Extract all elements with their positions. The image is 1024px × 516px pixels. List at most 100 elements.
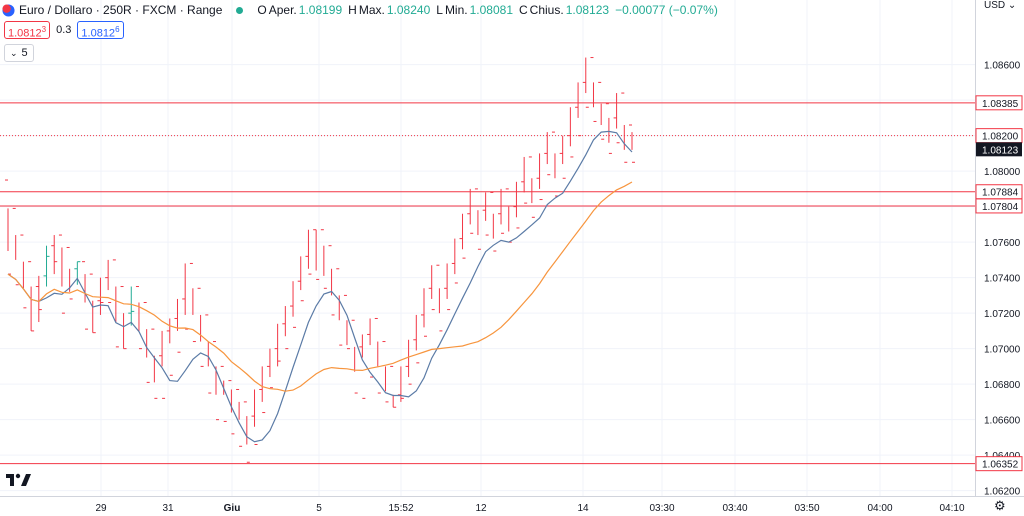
fast-ma-line [7,130,633,443]
price-levels [0,102,975,465]
price-tick-label: 1.08000 [984,167,1021,178]
currency-selector[interactable]: USD ⌄ [984,0,1016,11]
ohlc-bar [613,93,620,144]
ohlc-bar [313,229,320,280]
time-tick-label: 5 [316,503,322,514]
symbol-title[interactable]: Euro / Dollaro · 250R · FXCM · Range [19,3,223,17]
ohlc-bar [490,191,497,252]
ohlc-bar [135,286,142,350]
ohlc-bar [390,365,397,408]
ohlc-bar [20,234,27,309]
ohlc-bar [413,314,420,364]
time-axis[interactable]: 29 31 Giu 5 15:52 12 14 03:30 03:40 03:50 04:00 04:… [95,503,965,514]
time-tick-label: Giu [224,503,241,514]
ohlc-bar [536,153,543,201]
ohlc-bar [382,341,389,403]
buy-price-sup: 6 [115,25,120,34]
ohlc-bar [97,277,104,315]
ohlc-bar [421,288,427,337]
ohlc-bar [482,192,489,236]
buy-price: 1.0812 [81,27,116,40]
indicator-toggle[interactable]: ⌄ 5 [4,44,34,62]
ohlc-bar [166,318,173,376]
ohlc-bars [5,57,635,463]
time-tick-label: 03:50 [794,503,819,514]
ohlc-bar [498,188,505,234]
ohlc-bar [236,388,243,447]
ohlc-bar [266,348,273,389]
ohlc-bar [351,319,358,394]
ohlc-bar [621,92,628,163]
price-level-label: 1.07804 [982,202,1019,213]
spread-value: 0.3 [56,24,72,36]
ohlc-bar [120,286,127,350]
ohlc-bar [513,181,520,229]
buy-button[interactable]: 1.08126 [77,21,124,40]
tradingview-logo-icon[interactable] [6,472,32,488]
price-tick-label: 1.06600 [984,416,1021,427]
ohlc-bar [151,328,158,399]
ohlc-bar [629,124,635,163]
ohlc-bar [436,264,443,332]
ohlc-bar [474,188,481,250]
price-tick-label: 1.07600 [984,238,1021,249]
price-tick-label: 1.07400 [984,274,1021,285]
ohlc-bar [259,366,266,414]
sell-price-sup: 3 [41,25,47,34]
price-tick-label: 1.06800 [984,380,1021,391]
chevron-down-icon: ⌄ [1007,0,1017,11]
ohlc-bar [251,389,258,445]
price-change: −0.00077 (−0.07%) [615,3,718,17]
ohlc-bar [444,263,451,311]
time-tick-label: 04:10 [939,503,964,514]
ohlc-bar [405,339,412,385]
ohlc-bar [182,263,189,330]
ohlc-bar [282,306,289,350]
ohlc-bar [374,317,381,394]
ohlc-close-label: Chius. [529,3,564,17]
price-tick-label: 1.06200 [984,487,1021,498]
price-tick-label: 1.07000 [984,345,1021,356]
time-tick-label: 31 [162,503,174,514]
ohlc-bar [51,235,58,275]
sell-price: 1.0812 [8,27,42,40]
price-level-label: 1.08385 [982,99,1019,110]
ohlc-bar [451,238,458,284]
time-tick-label: 15:52 [388,503,413,514]
price-level-label: 1.06352 [982,460,1019,471]
ohlc-bar [505,188,512,243]
ohlc-bar [159,330,166,399]
ohlc-bar [328,245,335,316]
ohlc-low-value: 1.08081 [469,3,513,17]
sell-button[interactable]: 1.08123 [4,21,51,40]
ohlc-high-value: 1.08240 [386,3,431,17]
settings-icon[interactable]: ⚙ [994,498,1006,513]
ohlc-high-key: H [348,3,357,17]
ohlc-bar [551,131,558,197]
time-tick-label: 14 [577,503,589,514]
ohlc-bar [428,265,435,311]
price-axis[interactable]: 1.086001.084001.082001.080001.078001.076… [975,61,1023,498]
ohlc-bar [567,107,574,158]
ohlc-high-label: Max. [358,3,385,17]
symbol-legend: Euro / Dollaro · 250R · FXCM · Range O Ap… [2,2,724,18]
price-level-badge [975,456,1023,472]
time-tick-label: 03:40 [722,503,747,514]
ohlc-bar [43,245,50,287]
ohlc-bar [105,259,112,303]
ohlc-bar [359,334,366,399]
ohlc-bar [305,229,312,275]
price-level-badge [975,95,1023,111]
indicator-count: 5 [21,47,28,59]
chevron-down-icon: ⌄ [10,48,18,58]
slow-ma-line [7,181,633,392]
ohlc-open-key: O [257,3,267,17]
marker-label: 1.08200 [982,132,1019,143]
ohlc-bar [5,179,11,275]
ohlc-bar [459,213,466,259]
ohlc-bar [297,256,304,302]
ohlc-bar [228,380,235,435]
ohlc-close-key: C [519,3,528,17]
chart-grid [0,0,1024,497]
